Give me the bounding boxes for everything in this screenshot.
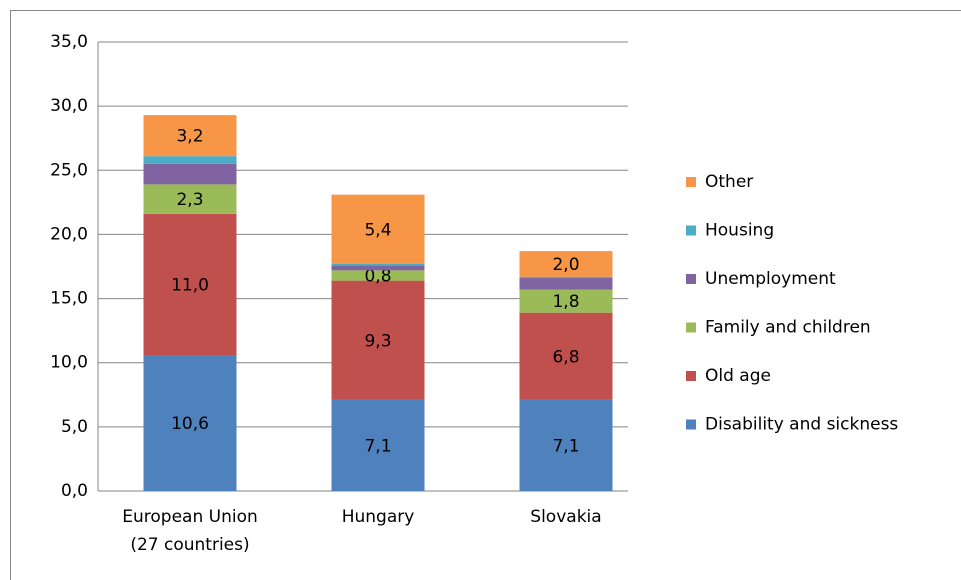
bar-segment: [143, 163, 237, 185]
legend-label: Other: [705, 172, 753, 192]
data-label: 9,3: [364, 331, 391, 351]
legend-label: Unemployment: [705, 269, 836, 289]
legend-swatch: [686, 274, 696, 284]
legend-label: Disability and sickness: [705, 415, 898, 435]
y-tick-label: 20,0: [50, 224, 88, 244]
y-tick-label: 30,0: [50, 96, 88, 116]
bar-segment: [143, 156, 237, 164]
y-tick-label: 15,0: [50, 289, 88, 309]
data-label: 3,2: [176, 127, 203, 147]
bar-segment: [331, 399, 425, 491]
bar-segment: [143, 213, 237, 356]
y-tick-label: 0,0: [61, 481, 88, 501]
bar-segment: [519, 312, 613, 400]
bar-segment: [143, 115, 237, 157]
data-label: 1,8: [552, 292, 579, 312]
bar-segment: [331, 194, 425, 264]
data-label: 5,4: [364, 220, 391, 240]
bar-segment: [519, 399, 613, 491]
bar-segment: [331, 280, 425, 400]
data-label: 2,0: [552, 255, 579, 275]
y-tick-label: 10,0: [50, 353, 88, 373]
legend-swatch: [686, 419, 696, 430]
data-label: 7,1: [552, 436, 579, 456]
data-label: 7,1: [364, 436, 391, 456]
bar-segment: [519, 289, 613, 313]
legend-swatch: [686, 322, 696, 333]
x-tick-label: Hungary: [342, 507, 415, 527]
legend-swatch: [686, 177, 696, 187]
data-label: 0,8: [364, 266, 391, 286]
y-tick-label: 35,0: [50, 32, 88, 52]
bar-segment: [143, 355, 237, 491]
data-label: 6,8: [552, 347, 579, 367]
bar-segment: [331, 265, 425, 271]
x-tick-label: European Union (27 countries): [122, 507, 258, 555]
legend-swatch: [686, 225, 696, 236]
y-tick-label: 5,0: [61, 417, 88, 437]
bar-segment: [519, 276, 613, 279]
bar-segment: [331, 263, 425, 266]
x-tick-label: Slovakia: [530, 507, 601, 527]
legend-label: Family and children: [705, 318, 871, 338]
legend-label: Housing: [705, 221, 774, 241]
legend-swatch: [686, 371, 696, 381]
data-label: 11,0: [171, 275, 209, 295]
data-label: 2,3: [176, 190, 203, 210]
bar-segment: [331, 270, 425, 281]
data-label: 10,6: [171, 414, 209, 434]
bar-segment: [519, 278, 613, 290]
bar-segment: [143, 184, 237, 214]
bar-segment: [519, 251, 613, 277]
chart-border: [10, 10, 961, 580]
y-tick-label: 25,0: [50, 160, 88, 180]
legend-label: Old age: [705, 366, 771, 386]
